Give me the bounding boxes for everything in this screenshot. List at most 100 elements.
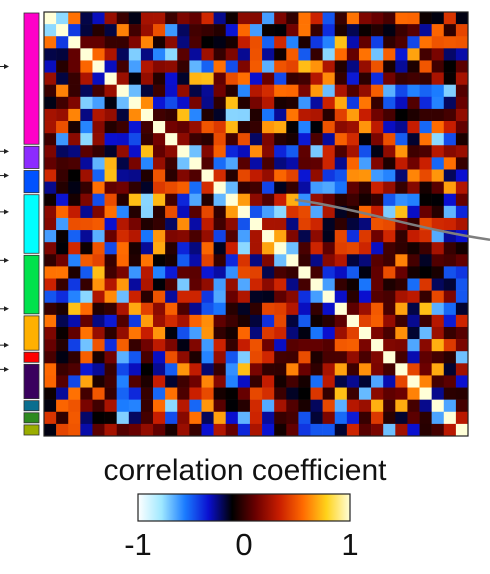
heatmap-cell bbox=[104, 145, 117, 158]
heatmap-cell bbox=[274, 375, 287, 388]
heatmap-cell bbox=[431, 423, 445, 437]
heatmap-cell bbox=[201, 96, 214, 110]
heatmap-cell bbox=[213, 157, 227, 170]
heatmap-cell bbox=[286, 217, 299, 231]
heatmap-cell bbox=[298, 133, 311, 146]
heatmap-cell bbox=[177, 108, 190, 122]
heatmap-cell bbox=[262, 266, 275, 279]
heatmap-cell bbox=[153, 254, 166, 267]
heatmap-cell bbox=[92, 96, 105, 110]
heatmap-cell bbox=[249, 121, 263, 134]
heatmap-cell bbox=[201, 290, 214, 304]
heatmap-cell bbox=[116, 278, 130, 291]
heatmap-cell bbox=[44, 108, 57, 122]
heatmap-cell bbox=[443, 411, 457, 425]
heatmap-cell bbox=[455, 351, 469, 364]
heatmap-cell bbox=[177, 60, 190, 73]
heatmap-cell bbox=[322, 96, 336, 110]
heatmap-cell bbox=[298, 12, 311, 25]
heatmap-cell bbox=[80, 351, 93, 364]
heatmap-cell bbox=[225, 60, 239, 73]
heatmap-cell bbox=[274, 84, 287, 98]
heatmap-cell bbox=[140, 12, 154, 25]
heatmap-cell bbox=[262, 48, 275, 61]
heatmap-cell bbox=[213, 217, 227, 231]
heatmap-cell bbox=[140, 314, 154, 328]
heatmap-cell bbox=[443, 72, 457, 85]
heatmap-cell bbox=[225, 254, 239, 267]
heatmap-cell bbox=[431, 411, 445, 425]
heatmap-cell bbox=[395, 326, 408, 340]
heatmap-cell bbox=[68, 363, 81, 376]
heatmap-cell bbox=[322, 351, 336, 364]
heatmap-cell bbox=[334, 411, 348, 425]
heatmap-cell bbox=[249, 423, 263, 437]
heatmap-cell bbox=[116, 399, 130, 413]
heatmap-cell bbox=[128, 36, 142, 49]
heatmap-cell bbox=[395, 121, 408, 134]
heatmap-cell bbox=[322, 60, 336, 73]
heatmap-cell bbox=[213, 339, 227, 352]
heatmap-cell bbox=[189, 242, 202, 255]
heatmap-cell bbox=[249, 399, 263, 413]
heatmap-cell bbox=[262, 314, 275, 328]
heatmap-cell bbox=[116, 423, 130, 437]
heatmap-cell bbox=[177, 399, 190, 413]
heatmap-cell bbox=[153, 96, 166, 110]
heatmap-cell bbox=[153, 290, 166, 304]
heatmap-cell bbox=[44, 48, 57, 61]
heatmap-cell bbox=[431, 387, 445, 400]
heatmap-cell bbox=[225, 266, 239, 279]
heatmap-cell bbox=[395, 314, 408, 328]
heatmap-cell bbox=[165, 181, 178, 195]
heatmap-cell bbox=[346, 242, 360, 255]
heatmap-cell bbox=[419, 181, 432, 195]
heatmap-cell bbox=[56, 12, 69, 25]
heatmap-cell bbox=[56, 96, 69, 110]
heatmap-cell bbox=[358, 254, 372, 267]
heatmap-cell bbox=[346, 133, 360, 146]
heatmap-cell bbox=[177, 314, 190, 328]
heatmap-cell bbox=[153, 266, 166, 279]
heatmap-cell bbox=[419, 326, 432, 340]
heatmap-cell bbox=[443, 48, 457, 61]
heatmap-cell bbox=[116, 48, 130, 61]
heatmap-cell bbox=[92, 254, 105, 267]
heatmap-cell bbox=[225, 423, 239, 437]
heatmap-cell bbox=[383, 387, 396, 400]
heatmap-cell bbox=[128, 84, 142, 98]
heatmap-cell bbox=[286, 351, 299, 364]
heatmap-cell bbox=[128, 12, 142, 25]
heatmap-cell bbox=[298, 387, 311, 400]
heatmap-cell bbox=[128, 254, 142, 267]
heatmap-cell bbox=[104, 423, 117, 437]
heatmap-cell bbox=[104, 339, 117, 352]
heatmap-cell bbox=[383, 36, 396, 49]
heatmap-cell bbox=[310, 133, 323, 146]
heatmap-cell bbox=[80, 254, 93, 267]
heatmap-cell bbox=[189, 84, 202, 98]
heatmap-cell bbox=[262, 145, 275, 158]
heatmap-cell bbox=[274, 411, 287, 425]
heatmap-cell bbox=[116, 181, 130, 195]
heatmap-cell bbox=[189, 108, 202, 122]
heatmap-cell bbox=[274, 302, 287, 316]
heatmap-cell bbox=[274, 157, 287, 170]
heatmap-cell bbox=[201, 266, 214, 279]
heatmap-cell bbox=[310, 121, 323, 134]
heatmap-cell bbox=[334, 145, 348, 158]
group-segment-darkgreen bbox=[23, 412, 40, 424]
heatmap-cell bbox=[249, 326, 263, 340]
heatmap-cell bbox=[419, 254, 432, 267]
heatmap-cell bbox=[92, 157, 105, 170]
heatmap-cell bbox=[92, 302, 105, 316]
heatmap-cell bbox=[262, 339, 275, 352]
heatmap-cell bbox=[116, 363, 130, 376]
heatmap-cell bbox=[213, 108, 227, 122]
heatmap-cell bbox=[419, 169, 432, 182]
heatmap-cell bbox=[286, 181, 299, 195]
heatmap-cell bbox=[383, 181, 396, 195]
heatmap-cell bbox=[44, 411, 57, 425]
heatmap-cell bbox=[310, 60, 323, 73]
heatmap-cell bbox=[334, 36, 348, 49]
